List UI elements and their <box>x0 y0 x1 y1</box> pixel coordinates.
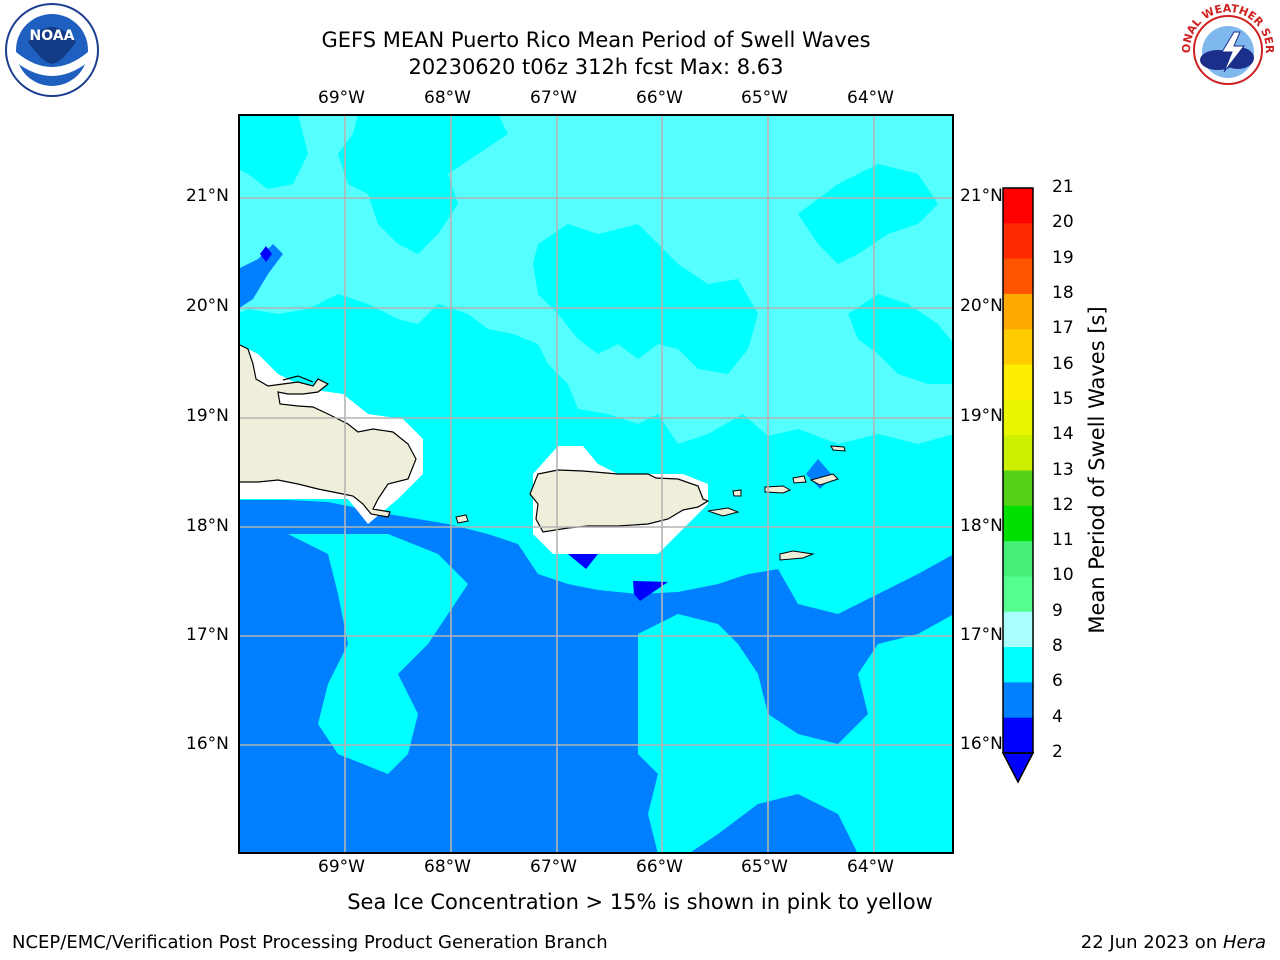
swell-4-6-region-north <box>533 224 758 374</box>
swell-0-2-spot <box>260 246 272 262</box>
chart-subtitle: 20230620 t06z 312h fcst Max: 8.63 <box>408 55 784 79</box>
colorbar-tick-label: 16 <box>1052 353 1074 374</box>
lat-label-left: 18°N <box>186 516 229 536</box>
swell-0-2-spot <box>633 581 668 601</box>
colorbar-segment <box>1003 329 1033 366</box>
colorbar-segment <box>1003 399 1033 436</box>
virgin-islands <box>707 445 846 517</box>
colorbar-tick-label: 17 <box>1052 318 1074 339</box>
swell-4-6-region-south <box>638 614 954 854</box>
colorbar-segment <box>1003 682 1033 719</box>
swell-4-6-region-north <box>238 114 308 189</box>
colorbar-tick-label: 15 <box>1052 388 1074 409</box>
swell-0-2-spot <box>568 554 598 569</box>
mona-island <box>455 514 469 524</box>
lon-label-top: 65°W <box>741 88 788 108</box>
colorbar-tick-label: 21 <box>1052 177 1074 197</box>
colorbar-label: Mean Period of Swell Waves [s] <box>1085 306 1109 634</box>
swell-2-4-spot <box>238 244 283 309</box>
colorbar-tick-label: 19 <box>1052 247 1074 268</box>
colorbar <box>1001 187 1035 784</box>
lat-label-left: 19°N <box>186 406 229 426</box>
colorbar-tick-label: 6 <box>1052 671 1063 692</box>
lon-label-bottom: 66°W <box>636 857 683 877</box>
lat-label-right: 20°N <box>960 296 1003 316</box>
noaa-logo-text: NOAA <box>30 28 75 44</box>
colorbar-tick-label: 11 <box>1052 530 1074 551</box>
colorbar-segment <box>1003 717 1033 754</box>
map-graticule <box>238 114 954 854</box>
lat-label-left: 17°N <box>186 625 229 645</box>
colorbar-segment <box>1003 258 1033 295</box>
lon-label-top: 64°W <box>847 88 894 108</box>
st-croix-island <box>779 550 815 561</box>
footer-date: 22 Jun 2023 on Hera <box>1080 932 1266 953</box>
lon-label-top: 68°W <box>424 88 471 108</box>
colorbar-segment <box>1003 435 1033 471</box>
colorbar-segment <box>1003 223 1033 260</box>
colorbar-underflow-triangle <box>1001 752 1035 784</box>
map-frame <box>238 114 954 854</box>
colorbar-tick-label: 2 <box>1052 742 1063 762</box>
swell-4-6-region-north <box>798 164 938 264</box>
lon-label-bottom: 67°W <box>530 857 577 877</box>
lon-label-bottom: 65°W <box>741 857 788 877</box>
colorbar-segments <box>1003 188 1033 754</box>
swell-4-6-region-north <box>338 114 508 254</box>
colorbar-tick-label: 8 <box>1052 636 1063 657</box>
colorbar-tick-label: 4 <box>1052 706 1063 727</box>
lat-label-right: 18°N <box>960 516 1003 536</box>
lat-label-right: 16°N <box>960 734 1003 754</box>
swell-period-map <box>238 114 954 854</box>
lon-label-bottom: 68°W <box>424 857 471 877</box>
lat-label-right: 17°N <box>960 625 1003 645</box>
colorbar-tick-label: 10 <box>1052 565 1074 586</box>
colorbar-tick-label: 12 <box>1052 494 1074 515</box>
lon-label-bottom: 64°W <box>847 857 894 877</box>
lat-label-left: 16°N <box>186 734 229 754</box>
lat-label-left: 21°N <box>186 186 229 206</box>
colorbar-segment <box>1003 611 1033 648</box>
lat-label-right: 21°N <box>960 186 1003 206</box>
colorbar-tick-label: 18 <box>1052 282 1074 303</box>
colorbar-tick-label: 14 <box>1052 424 1074 445</box>
colorbar-segment <box>1003 505 1033 542</box>
lat-label-right: 19°N <box>960 406 1003 426</box>
swell-4-6-region-south <box>288 534 468 774</box>
swell-4-6-region-south <box>728 534 778 574</box>
colorbar-segment <box>1003 647 1033 683</box>
colorbar-tick-label: 20 <box>1052 212 1074 233</box>
colorbar-tick-label: 13 <box>1052 459 1074 480</box>
nws-logo: NATIONAL WEATHER SERVICE <box>1178 2 1276 96</box>
colorbar-tick-label: 9 <box>1052 600 1063 621</box>
colorbar-segment <box>1003 293 1033 330</box>
colorbar-segment <box>1003 188 1033 224</box>
footer-credit: NCEP/EMC/Verification Post Processing Pr… <box>12 932 608 953</box>
lon-label-bottom: 69°W <box>318 857 365 877</box>
lon-label-top: 69°W <box>318 88 365 108</box>
noaa-logo: NOAA <box>5 3 99 97</box>
lon-label-top: 66°W <box>636 88 683 108</box>
colorbar-segment <box>1003 470 1033 507</box>
colorbar-segment <box>1003 541 1033 577</box>
lon-label-top: 67°W <box>530 88 577 108</box>
colorbar-segment <box>1003 364 1033 401</box>
hispaniola-coast <box>238 343 417 518</box>
puerto-rico-coast <box>529 469 710 533</box>
chart-title: GEFS MEAN Puerto Rico Mean Period of Swe… <box>321 28 871 52</box>
sea-ice-note: Sea Ice Concentration > 15% is shown in … <box>347 890 933 914</box>
footer-host: Hera <box>1222 932 1266 953</box>
lat-label-left: 20°N <box>186 296 229 316</box>
colorbar-segment <box>1003 576 1033 613</box>
colorbar-frame <box>1002 187 1034 754</box>
tortuga-island <box>282 375 314 383</box>
